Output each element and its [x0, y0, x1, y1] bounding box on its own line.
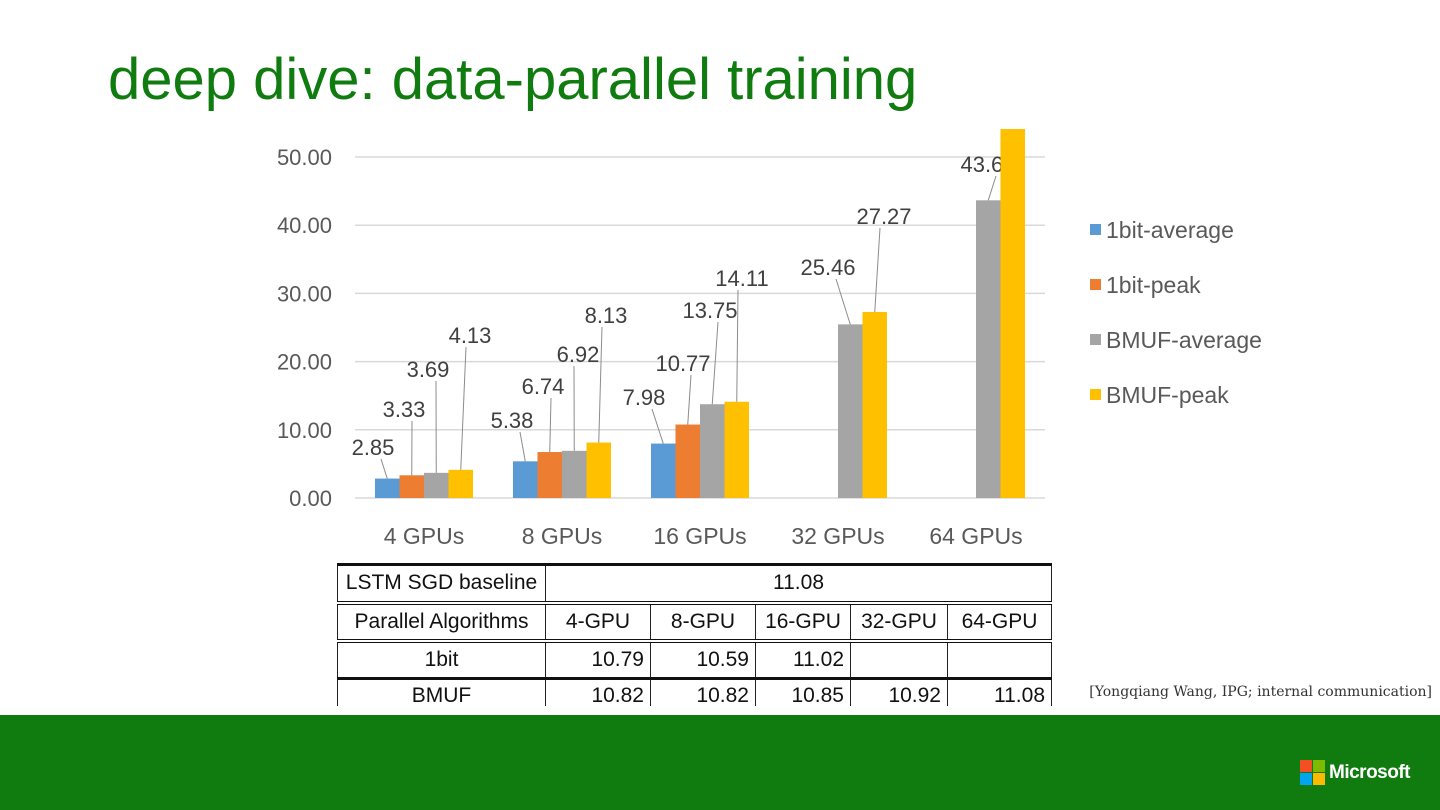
leader-line	[711, 321, 719, 405]
header-cell: 64-GPU	[947, 600, 1052, 641]
bar-BMUF-average	[562, 450, 587, 498]
data-label: 13.75	[682, 298, 737, 323]
bar-BMUF-peak	[448, 469, 473, 498]
leader-line	[835, 278, 851, 325]
x-tick-label: 32 GPUs	[791, 523, 884, 549]
data-label: 10.77	[655, 351, 710, 376]
table-cell: 10.82	[650, 677, 756, 706]
bar-1bit-peak	[399, 475, 424, 498]
data-label: 14.11	[715, 266, 768, 291]
header-cell: 8-GPU	[650, 600, 756, 641]
data-label: 3.69	[407, 357, 450, 382]
bar-BMUF-average	[700, 404, 725, 498]
leader-line	[598, 326, 603, 443]
leader-line	[874, 227, 881, 313]
x-tick-label: 64 GPUs	[929, 523, 1022, 549]
citation: [Yongqiang Wang, IPG; internal communica…	[1089, 684, 1432, 700]
y-tick-label: 0.00	[289, 486, 332, 511]
y-tick-label: 40.00	[277, 213, 332, 238]
slide-title: deep dive: data-parallel training	[108, 47, 918, 112]
data-label: 8.13	[585, 303, 628, 328]
legend-swatch	[1090, 279, 1101, 290]
legend-swatch	[1090, 334, 1101, 345]
data-label: 25.46	[800, 255, 855, 280]
legend-label: 1bit-peak	[1106, 272, 1201, 298]
data-label: 4.13	[449, 323, 492, 348]
x-tick-label: 4 GPUs	[384, 523, 465, 549]
legend-label: BMUF-average	[1106, 327, 1262, 353]
table-row: 1bit 10.79 10.59 11.02	[337, 638, 1052, 679]
x-tick-label: 8 GPUs	[522, 523, 603, 549]
data-label: 6.74	[522, 374, 565, 399]
bar-BMUF-peak	[862, 312, 887, 498]
y-tick-label: 30.00	[277, 281, 332, 306]
table-cell: 10.85	[755, 677, 851, 706]
baseline-label: LSTM SGD baseline	[337, 563, 546, 603]
y-tick-label: 20.00	[277, 350, 332, 375]
bar-BMUF-peak	[586, 442, 611, 498]
table-cell	[850, 638, 948, 679]
leader-line	[987, 175, 997, 201]
header-cell: 16-GPU	[755, 600, 851, 641]
data-label: 6.92	[557, 342, 600, 367]
bar-1bit-average	[513, 461, 538, 498]
table-cell: 10.82	[545, 677, 651, 706]
leader-line	[651, 408, 664, 444]
windows-logo-icon	[1300, 760, 1325, 785]
row-label: BMUF	[337, 677, 546, 706]
logo-text: Microsoft	[1329, 761, 1411, 783]
table-cell: 10.59	[650, 638, 756, 679]
table-row-baseline: LSTM SGD baseline 11.08	[337, 563, 1052, 603]
table-cell: 10.79	[545, 638, 651, 679]
row-label: 1bit	[337, 638, 546, 679]
table-cell: 11.02	[755, 638, 851, 679]
table-cell: 10.92	[850, 677, 948, 706]
data-label: 5.38	[491, 408, 534, 433]
table-cell: 11.08	[947, 677, 1052, 706]
bar-1bit-peak	[675, 424, 700, 498]
table-cell	[947, 638, 1052, 679]
footer-bar	[0, 715, 1440, 810]
data-label: 27.27	[856, 204, 911, 229]
baseline-value: 11.08	[545, 563, 1052, 603]
y-tick-label: 10.00	[277, 418, 332, 443]
bar-1bit-average	[375, 478, 400, 498]
leader-line	[736, 289, 739, 402]
legend-swatch	[1090, 224, 1101, 235]
leader-line	[687, 374, 692, 425]
header-cell: 32-GPU	[850, 600, 948, 641]
legend-swatch	[1090, 389, 1101, 400]
legend-label: BMUF-peak	[1106, 382, 1229, 408]
bar-chart: 0.00 10.00 20.00 30.00 40.00 50.00 4 GPUs 2.85 3…	[277, 129, 1262, 549]
bar-BMUF-average	[838, 324, 863, 498]
microsoft-logo: Microsoft	[1300, 760, 1411, 785]
bar-BMUF-average	[424, 472, 449, 498]
results-table: LSTM SGD baseline 11.08 Parallel Algorit…	[337, 563, 1052, 706]
legend-label: 1bit-average	[1106, 217, 1234, 243]
bar-BMUF-peak	[724, 401, 749, 498]
leader-line	[380, 458, 388, 479]
bar-1bit-peak	[537, 452, 562, 498]
data-label: 7.98	[623, 385, 666, 410]
x-tick-label: 16 GPUs	[653, 523, 746, 549]
leader-line	[460, 346, 467, 470]
leader-line	[549, 397, 552, 453]
y-tick-label: 50.00	[277, 145, 332, 170]
data-label: 3.33	[383, 397, 426, 422]
table-row: BMUF 10.82 10.82 10.85 10.92 11.08	[337, 677, 1052, 706]
bar-1bit-average	[651, 443, 676, 498]
bar-BMUF-average	[976, 200, 1001, 498]
header-cell: Parallel Algorithms	[337, 600, 546, 641]
header-cell: 4-GPU	[545, 600, 651, 641]
data-label: 2.85	[352, 435, 395, 460]
bar-BMUF-peak	[1000, 129, 1025, 498]
leader-line	[519, 431, 526, 462]
table-header-row: Parallel Algorithms 4-GPU 8-GPU 16-GPU 3…	[337, 600, 1052, 641]
